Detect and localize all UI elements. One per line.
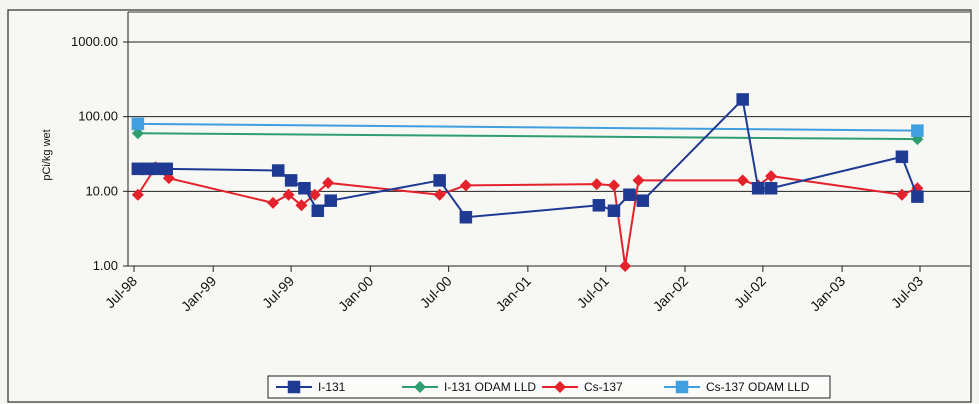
series-line: [137, 122, 918, 132]
data-point: [308, 188, 321, 201]
data-point: [632, 174, 645, 187]
series-line: [137, 132, 918, 141]
legend-swatch-marker: [675, 380, 689, 394]
data-point: [607, 179, 620, 192]
data-point: [284, 174, 298, 187]
data-point: [162, 172, 175, 185]
y-tick-label: 100.00: [78, 109, 118, 124]
data-point: [623, 188, 636, 201]
data-point: [619, 260, 632, 272]
y-tick-label: 10.00: [85, 183, 118, 198]
data-point: [295, 199, 308, 212]
data-point: [607, 204, 621, 217]
y-axis-title: pCi/kg wet: [41, 129, 53, 180]
series-line: [137, 97, 919, 219]
data-point: [282, 188, 295, 201]
legend-swatch-marker: [414, 381, 426, 393]
data-point: [311, 204, 325, 217]
data-point: [736, 93, 749, 106]
data-point: [131, 117, 145, 131]
data-point: [592, 199, 606, 212]
legend-label: I-131 ODAM LLD: [444, 380, 536, 394]
data-point: [149, 162, 162, 176]
data-point: [131, 127, 144, 140]
legend: I-131 I-131 ODAM LLD Cs-137 Cs-137 ODAM LLD: [267, 375, 831, 399]
data-point: [459, 179, 472, 192]
legend-item: I-131 ODAM LLD: [402, 380, 536, 394]
data-point: [324, 194, 337, 207]
data-point: [636, 194, 650, 207]
data-point: [736, 174, 749, 187]
data-point: [298, 181, 311, 195]
data-point: [764, 181, 778, 195]
legend-label: I-131: [318, 380, 346, 394]
data-point: [267, 196, 280, 209]
data-point: [911, 190, 924, 203]
data-point: [433, 188, 446, 201]
legend-swatch-marker: [287, 380, 301, 394]
data-point: [590, 178, 603, 191]
data-point: [895, 150, 909, 164]
legend-item: Cs-137 ODAM LLD: [664, 380, 810, 394]
data-point: [459, 210, 473, 224]
y-tick-label: 1.00: [93, 258, 118, 273]
legend-label: Cs-137: [584, 380, 623, 394]
data-point: [911, 124, 924, 137]
series-group: [131, 93, 924, 272]
outer-frame: [7, 9, 972, 403]
data-point: [433, 174, 446, 187]
data-point: [322, 176, 335, 189]
data-point: [895, 188, 908, 201]
data-point: [765, 170, 778, 183]
legend-item: I-131: [276, 380, 346, 394]
data-point: [131, 188, 144, 201]
data-point: [160, 162, 173, 176]
data-point: [271, 164, 285, 177]
y-tick-label: 1000.00: [71, 34, 118, 49]
series-i-131: [131, 93, 924, 224]
series-cs-137-odam-lld: [131, 117, 924, 137]
legend-label: Cs-137 ODAM LLD: [706, 380, 810, 394]
data-point: [751, 181, 765, 195]
legend-item: Cs-137: [542, 380, 623, 394]
legend-swatch-marker: [554, 381, 566, 393]
